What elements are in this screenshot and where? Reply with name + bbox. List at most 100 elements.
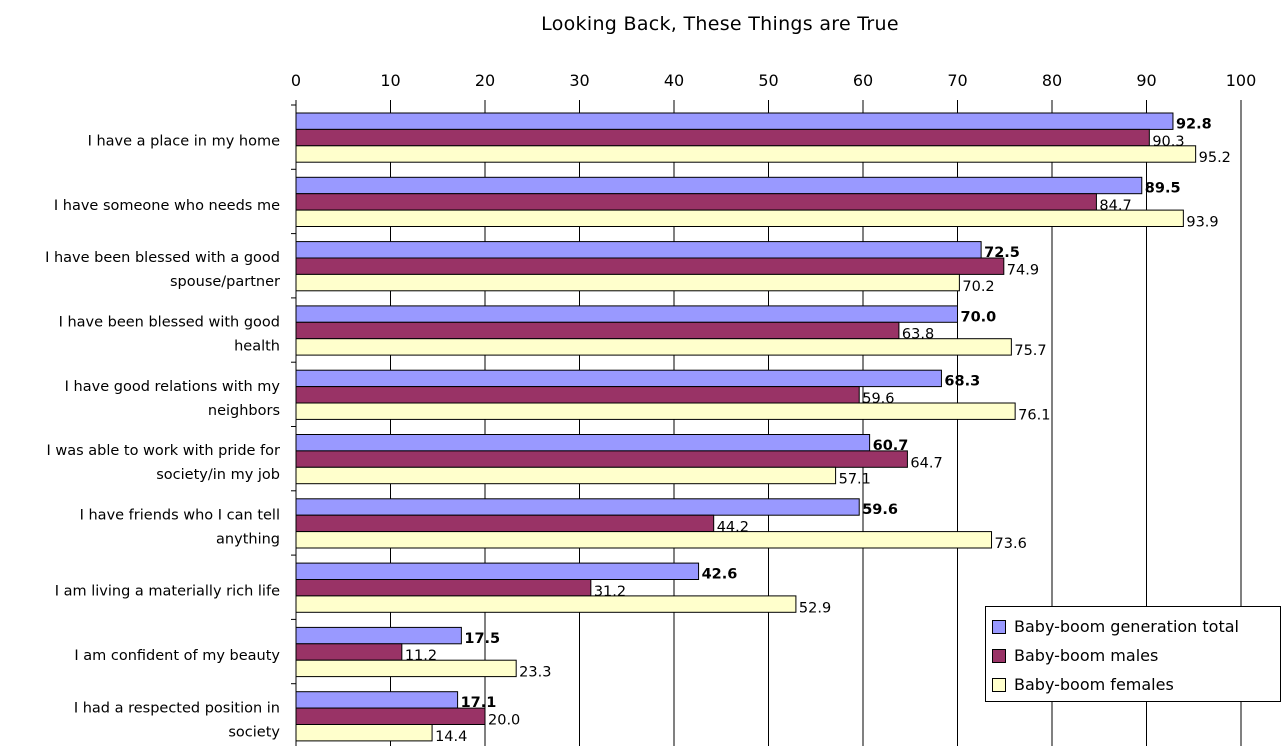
category-label: I have a place in my home (88, 134, 281, 150)
data-label: 68.3 (944, 374, 980, 390)
x-tick-label: 90 (1136, 71, 1156, 90)
data-label: 42.6 (702, 567, 738, 583)
category-label-line: health (234, 339, 280, 355)
data-label: 76.1 (1018, 407, 1050, 423)
bar-total (295, 498, 860, 516)
data-label: 95.2 (1199, 150, 1231, 166)
bar-males (295, 128, 1150, 147)
x-tick-label: 100 (1226, 71, 1257, 90)
category-label-line: society (228, 724, 280, 740)
category-label-line: I was able to work with pride for (46, 443, 280, 459)
x-tick-label: 20 (475, 71, 495, 90)
category-label-line: I have someone who needs me (54, 198, 280, 214)
x-tick-label: 50 (758, 71, 778, 90)
x-tick-label: 10 (380, 71, 400, 90)
category-label: I am confident of my beauty (74, 648, 280, 664)
bar-total (295, 562, 700, 580)
bar-males (295, 321, 900, 340)
legend-label-males: Baby-boom males (1014, 646, 1159, 665)
data-label: 74.9 (1007, 262, 1039, 278)
category-label: I have good relations with my neighbors (65, 379, 281, 419)
bar-total (295, 241, 982, 259)
category-label: I have been blessed with good health (59, 315, 280, 355)
bar-total (295, 369, 942, 388)
bar-males (295, 643, 403, 661)
bar-males (295, 579, 592, 597)
legend-swatch-total (992, 619, 1006, 634)
legend-item-total: Baby-boom generation total (992, 612, 1280, 641)
legend-label-females: Baby-boom females (1014, 675, 1174, 694)
chart-title: Looking Back, These Things are True (541, 13, 899, 35)
x-tick-label: 80 (1042, 71, 1062, 90)
data-label: 23.3 (519, 665, 551, 681)
x-tick-label: 30 (569, 71, 589, 90)
data-label: 93.9 (1186, 215, 1218, 231)
category-label-line: I have been blessed with good (59, 315, 280, 331)
data-label: 14.4 (435, 729, 467, 745)
category-label-line: I am living a materially rich life (55, 584, 280, 600)
category-label-line: I have been blessed with a good (45, 250, 280, 266)
bar-males (295, 193, 1097, 211)
data-label: 64.7 (910, 455, 942, 471)
data-label: 89.5 (1145, 181, 1181, 197)
data-label: 70.2 (962, 279, 994, 295)
data-label: 20.0 (488, 713, 520, 729)
category-label-line: spouse/partner (170, 274, 280, 290)
bar-males (295, 257, 1005, 275)
bar-total (295, 305, 958, 323)
category-label-line: I have a place in my home (88, 134, 281, 150)
bar-females (295, 595, 797, 613)
data-label: 72.5 (984, 245, 1020, 261)
legend-swatch-males (992, 648, 1006, 663)
bar-total (295, 176, 1143, 195)
x-tick-label: 60 (853, 71, 873, 90)
bar-females (295, 659, 517, 678)
category-label-line: anything (216, 531, 280, 547)
bar-males (295, 707, 486, 725)
x-tick-label: 40 (664, 71, 684, 90)
category-label-line: I have good relations with my (65, 379, 281, 395)
bar-females (295, 273, 960, 292)
category-label: I have friends who I can tell anything (80, 507, 280, 547)
data-label: 75.7 (1014, 343, 1046, 359)
bar-females (295, 209, 1184, 228)
bar-males (295, 450, 908, 468)
data-label: 59.6 (862, 502, 898, 518)
bar-females (295, 402, 1016, 420)
bar-total (295, 691, 459, 709)
category-label-line: I had a respected position in (74, 700, 280, 716)
bar-females (295, 531, 993, 549)
bar-males (295, 514, 715, 533)
legend-swatch-females (992, 677, 1006, 692)
bar-females (295, 145, 1197, 163)
data-label: 60.7 (873, 438, 909, 454)
legend-item-males: Baby-boom males (992, 641, 1280, 670)
category-label-line: I am confident of my beauty (74, 648, 280, 664)
bar-females (295, 466, 837, 485)
bar-total (295, 112, 1174, 130)
data-label: 92.8 (1176, 116, 1212, 132)
bar-females (295, 338, 1012, 356)
data-label: 17.1 (461, 695, 497, 711)
legend-label-total: Baby-boom generation total (1014, 617, 1239, 636)
category-label: I am living a materially rich life (55, 584, 280, 600)
data-label: 52.9 (799, 600, 831, 616)
bar-males (295, 386, 860, 404)
x-tick-label: 70 (947, 71, 967, 90)
x-tick-label: 0 (291, 71, 301, 90)
category-label: I have someone who needs me (54, 198, 280, 214)
bar-total (295, 434, 871, 452)
category-label: I have been blessed with a good spouse/pa… (45, 250, 280, 290)
data-label: 70.0 (961, 309, 997, 325)
category-label: I was able to work with pride for society… (46, 443, 280, 483)
data-label: 57.1 (839, 472, 871, 488)
bar-total (295, 626, 462, 645)
data-label: 17.5 (464, 631, 500, 647)
category-label-line: neighbors (208, 403, 280, 419)
data-label: 73.6 (995, 536, 1027, 552)
legend: Baby-boom generation total Baby-boom mal… (985, 606, 1281, 702)
bar-females (295, 724, 433, 742)
category-label-line: society/in my job (156, 467, 280, 483)
category-label: I had a respected position in society (74, 700, 281, 740)
category-label-line: I have friends who I can tell (80, 507, 280, 523)
